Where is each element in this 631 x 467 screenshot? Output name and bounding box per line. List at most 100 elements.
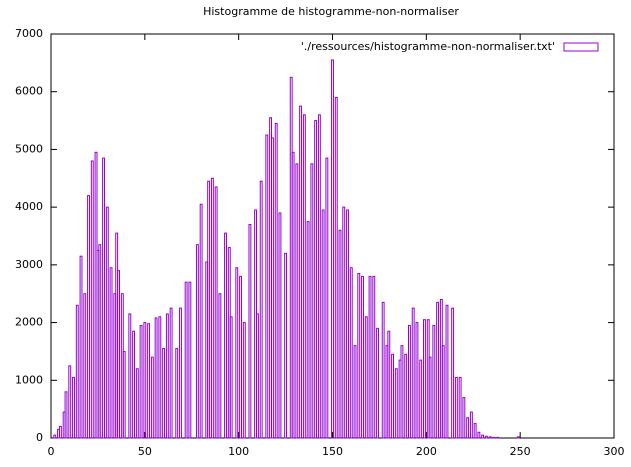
bar <box>302 114 306 439</box>
y-tick-label: 7000 <box>15 27 43 40</box>
y-tick-label: 2000 <box>15 316 43 329</box>
bar <box>325 157 329 439</box>
bar <box>179 307 182 439</box>
bar <box>415 322 419 439</box>
bar <box>488 436 492 439</box>
bar <box>242 322 246 439</box>
bar <box>98 244 102 439</box>
bar <box>458 376 462 439</box>
bar <box>278 212 282 439</box>
bar <box>265 134 269 439</box>
bar <box>229 316 233 439</box>
bar <box>195 244 199 439</box>
bar <box>496 436 500 439</box>
x-tick-label: 100 <box>228 445 249 458</box>
bar <box>321 209 325 439</box>
bar <box>75 304 79 439</box>
bar <box>466 417 470 439</box>
legend-label: './ressources/histogramme-non-normaliser… <box>301 40 555 53</box>
bar <box>432 324 436 439</box>
bar <box>68 365 72 439</box>
bar <box>199 203 203 439</box>
bar <box>128 313 132 439</box>
bar <box>224 232 227 439</box>
bar <box>162 348 166 439</box>
bar <box>484 435 488 439</box>
bar <box>349 267 353 439</box>
bar <box>64 391 68 439</box>
bar <box>87 195 90 439</box>
bar <box>239 275 242 439</box>
bar <box>338 229 342 439</box>
bar <box>58 425 62 439</box>
bar <box>255 313 259 439</box>
bar <box>79 255 83 439</box>
bar <box>83 293 87 439</box>
y-tick-label: 6000 <box>15 85 43 98</box>
bar <box>411 307 415 439</box>
bar <box>299 105 303 439</box>
bar <box>218 293 222 439</box>
bar <box>516 436 520 439</box>
y-tick-label: 0 <box>36 431 43 444</box>
bar <box>135 368 139 439</box>
bar <box>387 330 391 439</box>
bar <box>53 434 57 439</box>
bar <box>436 301 440 439</box>
bar <box>188 281 192 439</box>
bar <box>90 160 94 439</box>
bar <box>317 114 321 439</box>
bar <box>381 301 385 439</box>
bar <box>207 180 211 439</box>
bar <box>154 317 158 439</box>
chart-title: Histogramme de histogramme-non-normalise… <box>203 5 459 18</box>
bar <box>445 304 449 439</box>
bar <box>473 423 477 439</box>
bar <box>334 96 338 439</box>
x-tick-label: 150 <box>322 445 343 458</box>
bar <box>368 275 372 439</box>
bar <box>150 356 154 439</box>
x-tick-label: 200 <box>416 445 437 458</box>
bar <box>139 324 143 439</box>
bar <box>451 307 455 439</box>
bar <box>469 411 473 439</box>
bar <box>310 163 314 439</box>
bar <box>143 322 147 439</box>
bar <box>248 223 252 439</box>
bar <box>72 376 75 439</box>
bar <box>372 275 376 439</box>
bar <box>419 359 423 439</box>
bar <box>477 431 481 439</box>
bar <box>346 209 349 439</box>
bar <box>274 122 278 439</box>
bar <box>122 350 126 439</box>
bar <box>423 319 426 439</box>
bar <box>147 323 151 439</box>
bar <box>169 307 173 439</box>
bar <box>291 151 295 439</box>
bar <box>353 345 357 439</box>
bar <box>342 206 346 439</box>
bar <box>400 345 404 439</box>
bar <box>184 281 188 439</box>
legend-swatch <box>563 42 599 52</box>
bar <box>408 324 411 439</box>
x-tick-label: 0 <box>48 445 55 458</box>
bar <box>462 397 466 439</box>
bar <box>361 275 364 439</box>
bar <box>259 180 263 439</box>
bar <box>481 434 485 439</box>
bar <box>132 330 136 439</box>
bar <box>428 356 432 439</box>
bar <box>210 177 214 439</box>
bar <box>404 353 408 439</box>
bar <box>109 267 113 439</box>
bar <box>391 353 394 439</box>
y-tick-label: 4000 <box>15 200 43 213</box>
y-tick-label: 5000 <box>15 142 43 155</box>
bar <box>376 327 379 439</box>
bar <box>394 368 398 439</box>
bar <box>235 267 239 439</box>
bar <box>105 206 109 439</box>
